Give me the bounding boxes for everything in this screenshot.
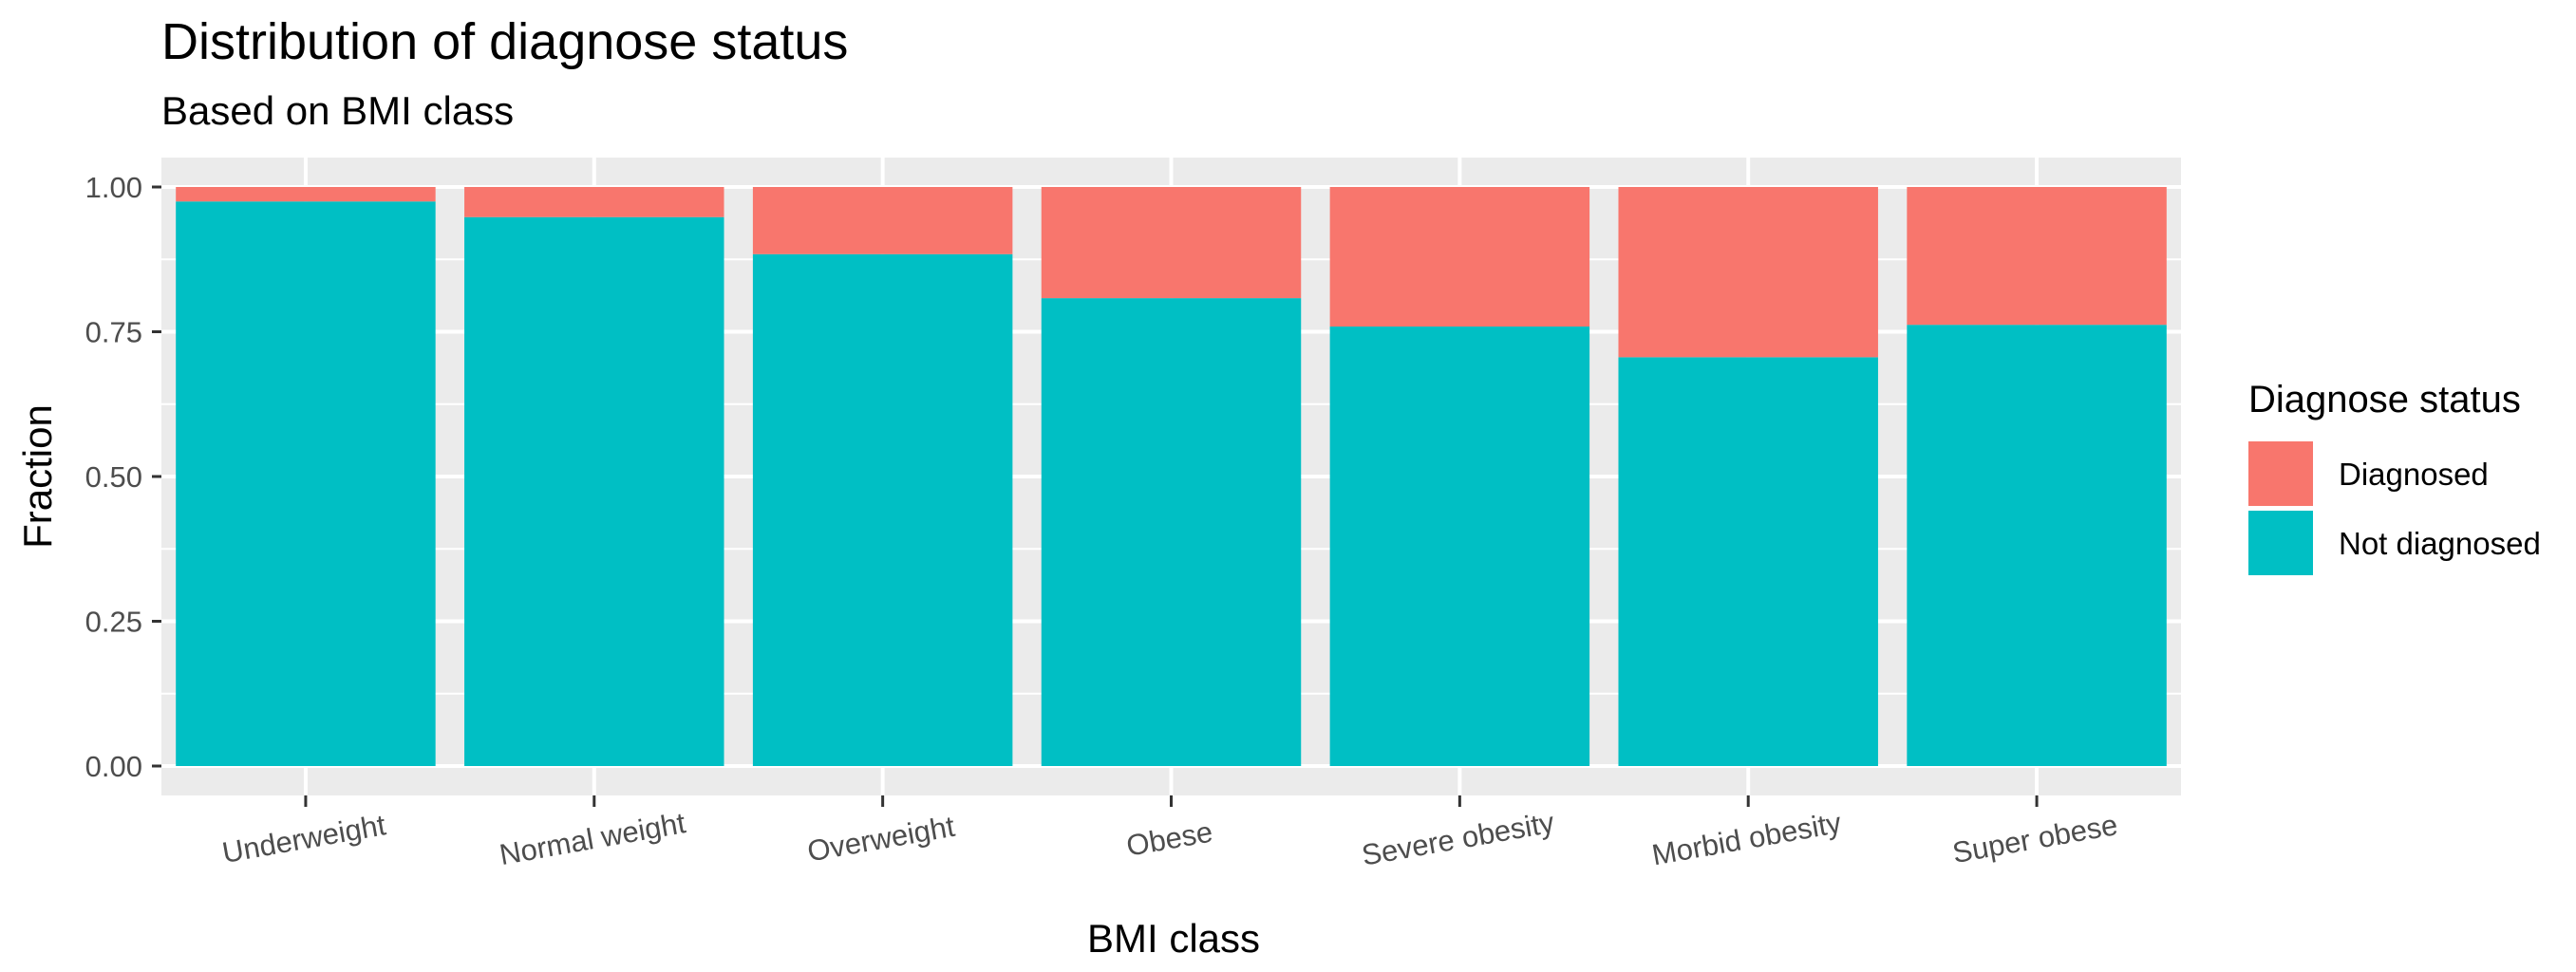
bar-segment-not-diagnosed xyxy=(1907,325,2167,766)
x-axis-title: BMI class xyxy=(1087,916,1260,961)
x-tick-label: Severe obesity xyxy=(1360,806,1558,872)
y-axis-title: Fraction xyxy=(15,404,60,549)
y-tick-label: 0.00 xyxy=(85,750,142,783)
y-tick-label: 0.75 xyxy=(85,316,142,349)
legend-swatch xyxy=(2248,511,2313,575)
legend-label: Diagnosed xyxy=(2339,457,2489,492)
legend-label: Not diagnosed xyxy=(2339,526,2541,561)
bar-segment-not-diagnosed xyxy=(1618,357,1878,766)
x-tick-label: Normal weight xyxy=(497,806,688,871)
legend-title: Diagnose status xyxy=(2248,379,2521,421)
x-tick-label: Morbid obesity xyxy=(1649,806,1844,872)
bar-segment-diagnosed xyxy=(176,187,436,202)
y-tick-label: 0.25 xyxy=(85,606,142,639)
bar-segment-not-diagnosed xyxy=(464,216,724,767)
bar-segment-not-diagnosed xyxy=(1041,298,1302,766)
legend: Diagnose status Diagnosed Not diagnosed xyxy=(2248,379,2541,575)
bar-segment-diagnosed xyxy=(1041,187,1302,299)
x-tick-label: Obese xyxy=(1124,814,1215,862)
bar-segment-diagnosed xyxy=(1329,187,1590,327)
bar-segment-not-diagnosed xyxy=(752,253,1013,766)
y-axis: 0.00 0.25 0.50 0.75 1.00 xyxy=(85,171,161,783)
x-tick-label: Super obese xyxy=(1950,808,2120,869)
y-tick-label: 0.50 xyxy=(85,460,142,494)
legend-swatch xyxy=(2248,441,2313,506)
bar-segment-not-diagnosed xyxy=(1329,327,1590,766)
y-tick-label: 1.00 xyxy=(85,171,142,204)
bar-segment-diagnosed xyxy=(464,187,724,217)
bars xyxy=(176,187,2167,767)
bar-segment-diagnosed xyxy=(1618,187,1878,358)
x-axis: Underweight Normal weight Overweight Obese S… xyxy=(219,795,2120,872)
bar-segment-not-diagnosed xyxy=(176,201,436,766)
chart-title: Distribution of diagnose status xyxy=(161,13,848,70)
bar-segment-diagnosed xyxy=(1907,187,2167,326)
chart-subtitle: Based on BMI class xyxy=(161,88,514,133)
x-tick-label: Underweight xyxy=(219,808,388,869)
x-tick-label: Overweight xyxy=(805,810,958,869)
bar-segment-diagnosed xyxy=(752,187,1013,254)
